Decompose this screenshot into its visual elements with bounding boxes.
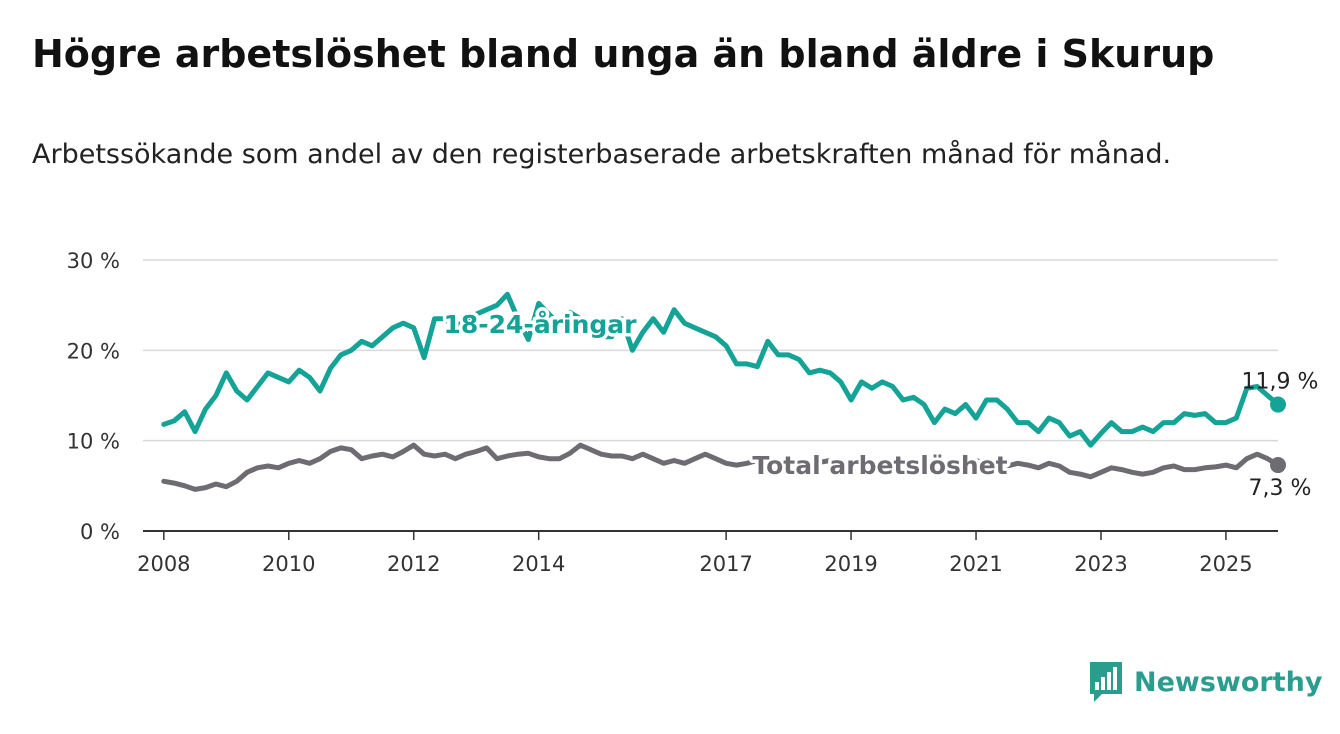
y-tick-label: 0 % [80, 520, 120, 544]
y-tick-label: 20 % [67, 339, 120, 363]
x-tick-label: 2014 [512, 552, 565, 576]
x-tick-label: 2012 [387, 552, 440, 576]
series-lines [161, 291, 1286, 492]
x-tick-label: 2010 [262, 552, 315, 576]
series-line-total [161, 442, 1281, 492]
series-label-total: Total arbetslöshet [752, 451, 1007, 480]
x-tick-label: 2021 [949, 552, 1002, 576]
bar-chart-logo-icon [1090, 662, 1122, 702]
end-marker-total [1270, 457, 1286, 474]
x-tick-label: 2025 [1199, 552, 1252, 576]
brand-name: Newsworthy [1134, 666, 1323, 698]
x-tick-label: 2008 [137, 552, 190, 576]
x-tick-label: 2023 [1074, 552, 1127, 576]
x-tick-label: 2019 [824, 552, 877, 576]
series-label-18-24: 18-24-åringar [444, 310, 638, 339]
chart-title: Högre arbetslöshet bland unga än bland ä… [32, 32, 1215, 76]
end-value-18-24: 11,9 % [1242, 370, 1319, 395]
end-marker-18-24 [1270, 396, 1286, 413]
gridlines [143, 259, 1278, 532]
chart-subtitle: Arbetssökande som andel av den registerb… [32, 139, 1172, 170]
series-line-18-24 [161, 291, 1281, 448]
y-axis: 0 % 10 % 20 % 30 % [67, 249, 120, 544]
x-tick-label: 2017 [699, 552, 752, 576]
end-value-total: 7,3 % [1249, 476, 1312, 501]
newsworthy-logo: Newsworthy [1088, 660, 1322, 704]
line-chart: 0 % 10 % 20 % 30 % 2008 2010 2012 2014 2017 2019… [67, 249, 1319, 576]
series-labels: 11,9 % 7,3 % 18-24-åringar Total arbetslösh… [440, 307, 1319, 502]
y-tick-label: 30 % [67, 249, 120, 273]
y-tick-label: 10 % [67, 430, 120, 454]
x-axis: 2008 2010 2012 2014 2017 2019 2021 2023 2025 [137, 531, 1253, 576]
